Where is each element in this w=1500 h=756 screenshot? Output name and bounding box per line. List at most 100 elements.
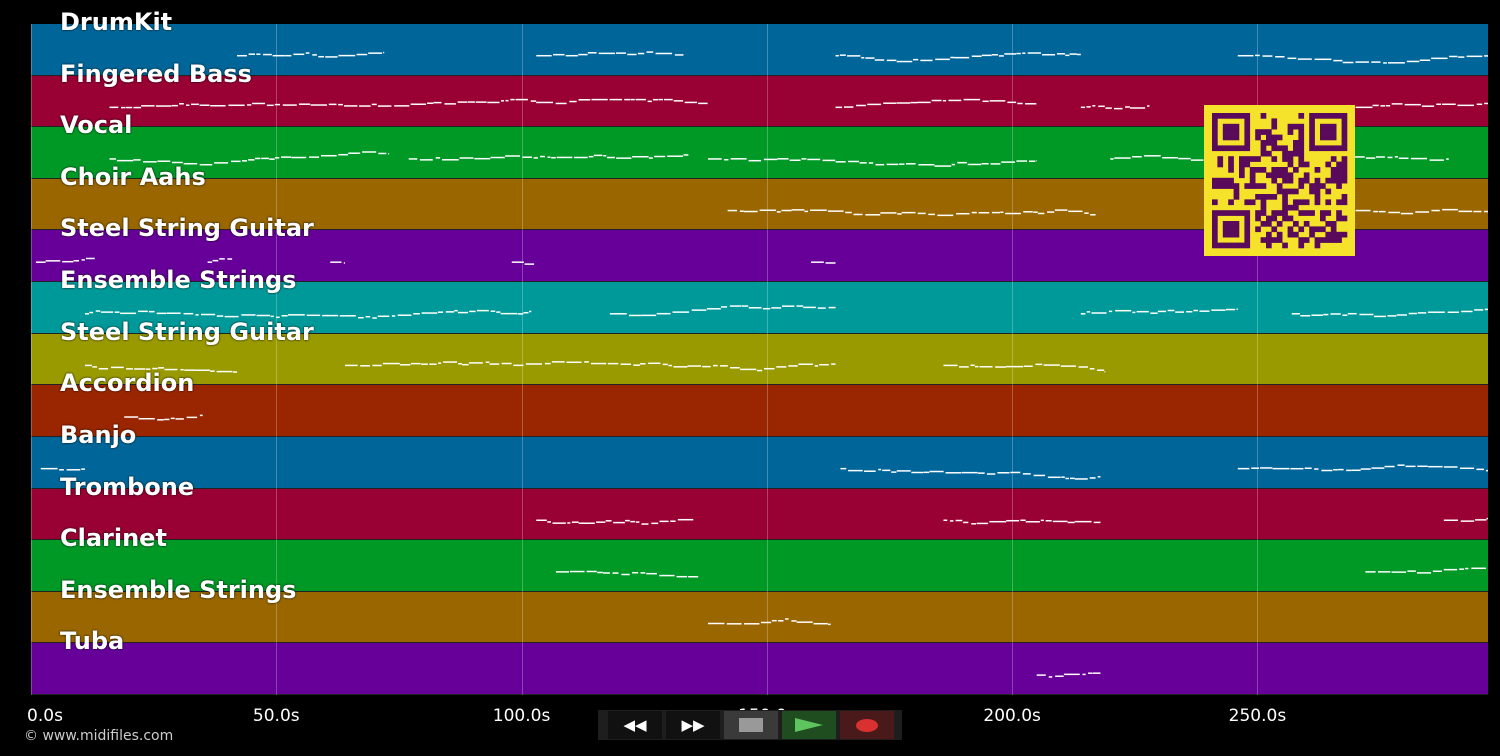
play-button[interactable] [782,711,836,739]
note [134,368,146,370]
note [148,310,155,313]
note [1074,478,1088,480]
note [256,314,271,317]
record-button[interactable] [840,711,894,739]
note [1097,476,1101,478]
note [1394,156,1399,158]
note [891,471,897,473]
fast-forward-button[interactable]: ▶▶ [666,711,720,739]
note [219,258,225,260]
note [359,105,371,107]
note [378,152,387,155]
note [109,106,119,109]
note [1029,160,1036,162]
note [343,262,345,264]
note [1178,157,1191,160]
note [1190,159,1204,161]
note [1033,211,1038,213]
note [95,310,101,312]
note [998,55,1004,57]
note [620,363,631,365]
note [1016,52,1021,55]
note [641,523,649,525]
note [986,473,996,475]
note [274,103,280,106]
note [1063,673,1080,676]
track-lane [31,540,1488,592]
note [1398,157,1409,160]
track-lane [31,385,1488,437]
note [84,313,90,315]
note [630,520,636,523]
note [848,160,860,163]
track-label: DrumKit [60,8,173,36]
note [1157,310,1167,313]
track-lane [31,591,1488,644]
note [1372,104,1379,107]
note [184,369,196,371]
note [571,521,579,523]
note [421,312,438,314]
note [241,314,256,316]
track-label: Steel String Guitar [60,214,314,243]
note [796,621,813,623]
note [98,368,109,370]
note [100,311,114,313]
note [553,53,565,56]
note [195,369,210,371]
track-lane [31,643,1488,695]
note [1476,103,1483,106]
note [628,314,642,317]
note [971,211,977,214]
note [1175,311,1185,313]
note [1027,52,1042,54]
note [372,364,382,367]
note [782,305,795,307]
note [1406,60,1420,63]
note [659,520,669,523]
note [469,310,476,313]
note [648,157,653,159]
note [598,52,616,55]
note [555,102,567,105]
note [1147,105,1150,107]
note [835,54,839,57]
note [224,315,239,318]
note [298,103,311,105]
note [1458,210,1473,213]
note [748,159,762,162]
note [320,154,337,157]
note [457,101,468,103]
note [1365,571,1376,573]
note [637,52,645,55]
note [648,362,661,365]
note [40,467,58,470]
note [875,163,885,166]
track-lane [31,488,1488,541]
note [1225,308,1236,311]
note [1060,365,1076,367]
rewind-button[interactable]: ◀◀ [608,711,662,739]
note [763,158,778,161]
note [89,311,94,314]
note [726,623,742,625]
note [458,363,462,365]
note [825,262,836,264]
note [574,156,588,159]
note [730,366,740,369]
note [1104,370,1106,373]
note [413,313,420,315]
note [1069,477,1075,480]
note [1365,157,1376,159]
note [961,471,978,474]
note [212,259,219,262]
note [511,261,524,263]
note [741,305,749,307]
note [847,55,861,57]
note [468,362,483,364]
note [578,99,591,101]
copyright: © www.midifiles.com [24,728,174,744]
note [1080,313,1086,315]
stop-button[interactable] [724,711,778,739]
note [248,53,256,55]
